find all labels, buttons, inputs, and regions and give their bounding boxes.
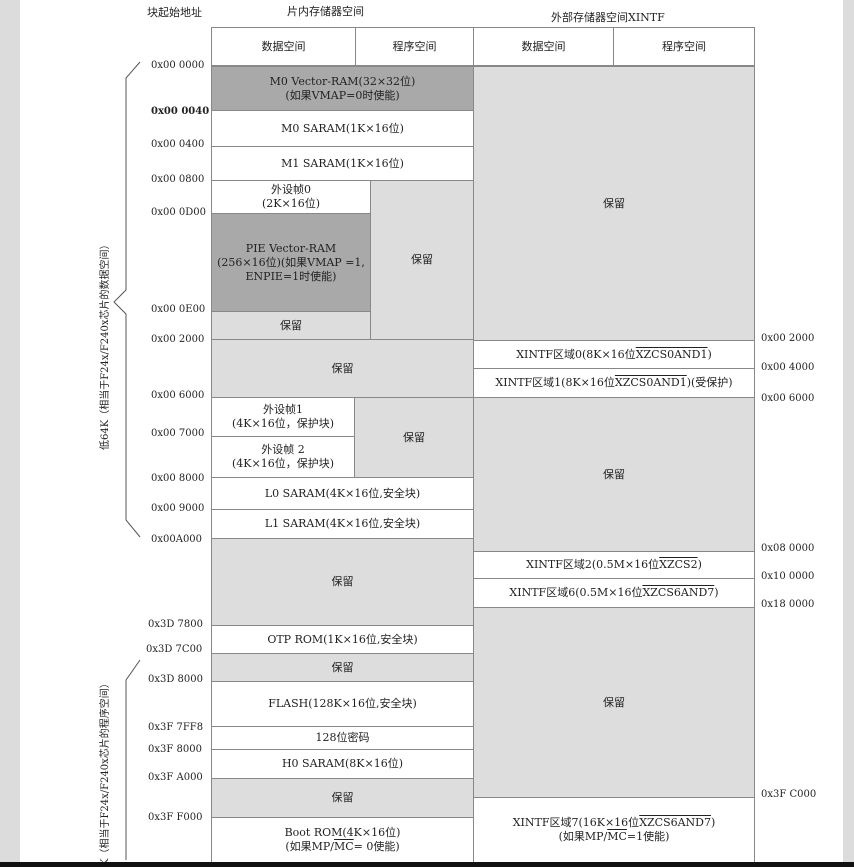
addr-label: 0x00 0040	[151, 106, 210, 117]
addr-label: 0x00 7000	[151, 428, 205, 439]
addr-label: 0x3F 7FF8	[148, 722, 204, 733]
flash-block: FLASH(128K×16位,安全块)	[211, 681, 474, 727]
addr-label: 0x00 2000	[151, 334, 205, 345]
addr-label: 0x3D 7800	[148, 619, 204, 630]
addr-label: 0x00 2000	[761, 333, 815, 344]
xintf-zone-6-block: XINTF区域6(0.5M×16位XZCS6AND7)	[473, 578, 755, 608]
addr-label: 0x00A000	[151, 534, 203, 545]
right-page-margin	[843, 0, 854, 867]
program-space-header: 程序空间	[355, 27, 474, 66]
data-space-header: 数据空间	[211, 27, 356, 66]
ext-reserved-top-block: 保留	[473, 66, 755, 341]
boot-rom-block: Boot ROM(4K×16位) (如果MP/MC= 0使能)	[211, 817, 474, 863]
addr-label: 0x3D 7C00	[146, 644, 203, 655]
ext-reserved-mid-block: 保留	[473, 397, 755, 552]
reserved-program-top-block: 保留	[370, 180, 474, 340]
low-64k-brace	[113, 61, 141, 538]
m1-saram-block: M1 SARAM(1K×16位)	[211, 146, 474, 181]
xintf-zone-2-block: XINTF区域2(0.5M×16位XZCS2)	[473, 551, 755, 579]
reserved-a000-block: 保留	[211, 538, 474, 626]
external-space-header: 外部存储器空间XINTF	[551, 11, 665, 24]
pie-vector-ram-block: PIE Vector-RAM (256×16位)(如果VMAP =1, ENPI…	[211, 213, 371, 312]
addr-label: 0x18 0000	[761, 599, 815, 610]
high-64k-brace	[125, 659, 141, 860]
addr-label: 0x08 0000	[761, 543, 815, 554]
addr-label: 0x3F C000	[761, 789, 817, 800]
onchip-space-header: 片内存储器空间	[287, 5, 364, 18]
m0-vector-ram-block: M0 Vector-RAM(32×32位) (如果VMAP=0时使能)	[211, 66, 474, 111]
left-page-margin	[0, 0, 20, 867]
addr-label: 0x00 0E00	[151, 304, 206, 315]
addr-label: 0x00 6000	[151, 390, 205, 401]
addr-label: 0x00 6000	[761, 393, 815, 404]
peripheral-frame-0-block: 外设帧0 (2K×16位)	[211, 180, 371, 214]
reserved-0e00-block: 保留	[211, 311, 371, 340]
xintf-zone-0-block: XINTF区域0(8K×16位XZCS0AND1)	[473, 340, 755, 369]
addr-label: 0x00 9000	[151, 503, 205, 514]
xintf-zone-1-block: XINTF区域1(8K×16位XZCS0AND1)(受保护)	[473, 368, 755, 398]
peripheral-frame-2-block: 外设帧 2 (4K×16位，保护块)	[211, 436, 355, 478]
addr-label: 0x00 4000	[761, 362, 815, 373]
block-start-address-header: 块起始地址	[147, 6, 202, 19]
addr-label: 0x3D 8000	[148, 674, 204, 685]
addr-label: 0x3F 8000	[148, 744, 202, 755]
l1-saram-block: L1 SARAM(4K×16位,安全块)	[211, 509, 474, 539]
addr-label: 0x00 0400	[151, 139, 205, 150]
peripheral-frame-1-block: 外设帧1 (4K×16位，保护块)	[211, 397, 355, 437]
ext-data-space-header: 数据空间	[473, 27, 614, 66]
addr-label: 0x3F A000	[148, 772, 203, 783]
addr-label: 0x00 0000	[151, 60, 205, 71]
addr-label: 0x10 0000	[761, 571, 815, 582]
addr-label: 0x00 0D00	[151, 207, 207, 218]
m0-saram-block: M0 SARAM(1K×16位)	[211, 111, 474, 147]
otp-rom-block: OTP ROM(1K×16位,安全块)	[211, 625, 474, 654]
ext-reserved-low-block: 保留	[473, 607, 755, 798]
addr-label: 0x00 8000	[151, 473, 205, 484]
bottom-dark-bar	[0, 862, 854, 867]
ext-program-space-header: 程序空间	[613, 27, 755, 66]
addr-label: 0x00 0800	[151, 174, 205, 185]
addr-label: 0x3F F000	[148, 812, 203, 823]
